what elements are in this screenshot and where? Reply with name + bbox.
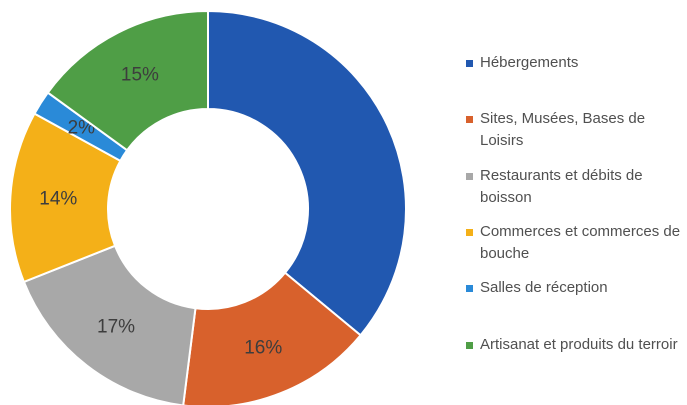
- legend-swatch: [466, 285, 473, 292]
- legend-label: Commerces et commerces de bouche: [480, 223, 681, 262]
- donut-segment: [207, 9, 407, 337]
- legend-item: Restaurants et débits de boisson: [466, 165, 687, 209]
- legend-item: Commerces et commerces de bouche: [466, 221, 687, 265]
- data-label: 17%: [97, 317, 135, 338]
- donut-segment: [46, 9, 209, 152]
- donut: 16%17%14%2%15%: [9, 9, 407, 405]
- legend-item: Artisanat et produits du terroir: [466, 334, 687, 356]
- legend-swatch: [466, 60, 473, 67]
- legend-label: Hébergements: [480, 54, 579, 71]
- legend-swatch: [466, 116, 473, 123]
- legend-label: Artisanat et produits du terroir: [480, 336, 678, 353]
- legend-swatch: [466, 173, 473, 180]
- data-label: 14%: [39, 189, 77, 210]
- legend-label: Restaurants et débits de boisson: [480, 167, 643, 206]
- data-label: 15%: [121, 64, 159, 85]
- legend-item: Hébergements: [466, 52, 687, 74]
- donut-segment: [182, 271, 362, 405]
- legend-swatch: [466, 229, 473, 236]
- legend-swatch: [466, 342, 473, 349]
- legend-label: Sites, Musées, Bases de Loisirs: [480, 110, 646, 149]
- legend-item: Salles de réception: [466, 277, 687, 299]
- data-label: 16%: [244, 337, 282, 358]
- donut-segment: [22, 244, 197, 405]
- legend-item: Sites, Musées, Bases de Loisirs: [466, 108, 687, 152]
- legend-label: Salles de réception: [480, 279, 608, 296]
